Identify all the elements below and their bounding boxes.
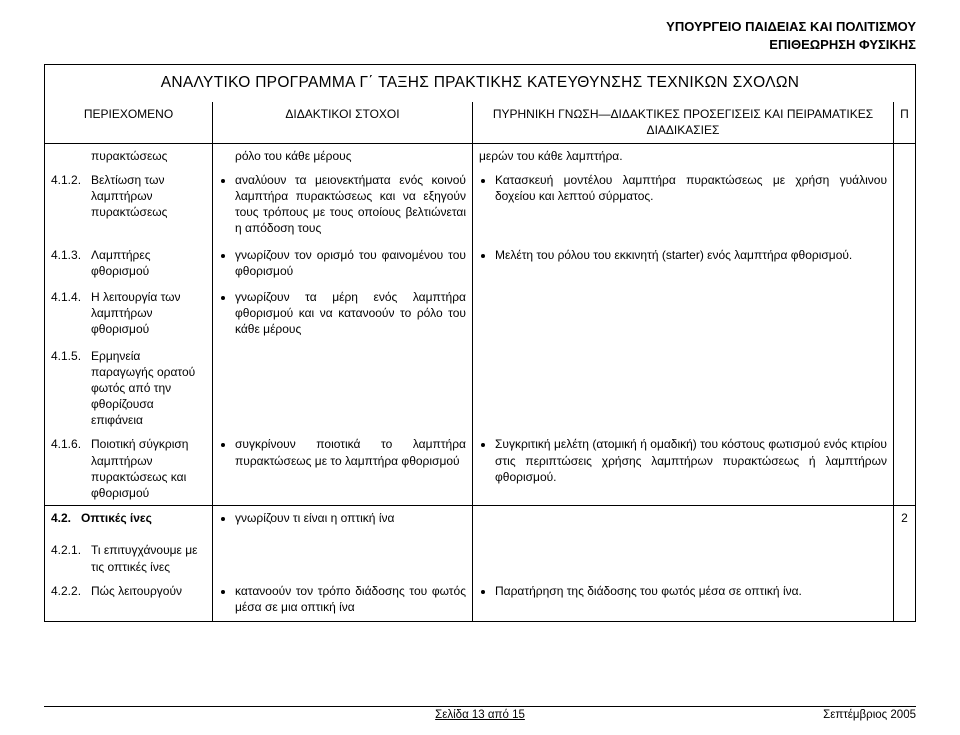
objective: κατανοούν τον τρόπο διάδοσης του φωτός μ… [235, 583, 466, 615]
num: 4.1.4. [51, 289, 91, 338]
col-periods: Π [894, 102, 916, 143]
label: Η λειτουργία των λαμπτήρων φθορισμού [91, 289, 206, 338]
ministry-header: ΥΠΟΥΡΓΕΙΟ ΠΑΙΔΕΙΑΣ ΚΑΙ ΠΟΛΙΤΙΣΜΟΥ ΕΠΙΘΕΩ… [44, 18, 916, 54]
approach: Μελέτη του ρόλου του εκκινητή (starter) … [495, 247, 887, 263]
row-421: 4.2.1. Τι επιτυγχάνουμε με τις οπτικές ί… [45, 532, 916, 578]
num: 4.1.5. [51, 348, 91, 429]
label: Βελτίωση των λαμπτήρων πυρακτώσεως [91, 172, 206, 221]
objective: γνωρίζουν τι είναι η οπτική ίνα [235, 510, 466, 526]
num: 4.2. [51, 511, 71, 525]
label: Λαμπτήρες φθορισμού [91, 247, 206, 279]
page-number: Σελίδα 13 από 15 [44, 709, 916, 721]
cell-c1: πυρακτώσεως [45, 143, 213, 168]
row-416: 4.1.6. Ποιοτική σύγκριση λαμπτήρων πυρακ… [45, 432, 916, 505]
curriculum-table: ΑΝΑΛΥΤΙΚΟ ΠΡΟΓΡΑΜΜΑ Γ΄ ΤΑΞΗΣ ΠΡΑΚΤΙΚΗΣ Κ… [44, 64, 916, 622]
periods: 2 [894, 506, 916, 622]
col-content: ΠΕΡΙΕΧΟΜΕΝΟ [45, 102, 213, 143]
label: Ερμηνεία παραγωγής ορατού φωτός από την … [91, 348, 206, 429]
num: 4.2.1. [51, 542, 91, 574]
label: Ποιοτική σύγκριση λαμπτήρων πυρακτώσεως … [91, 436, 206, 501]
footer: Σελίδα 13 από 15 Σεπτέμβριος 2005 [44, 706, 916, 721]
col-objectives: ΔΙΔΑΚΤΙΚΟΙ ΣΤΟΧΟΙ [213, 102, 473, 143]
row-422: 4.2.2. Πώς λειτουργούν κατανοούν τον τρό… [45, 579, 916, 622]
row-415: 4.1.5. Ερμηνεία παραγωγής ορατού φωτός α… [45, 344, 916, 433]
main-title: ΑΝΑΛΥΤΙΚΟ ΠΡΟΓΡΑΜΜΑ Γ΄ ΤΑΞΗΣ ΠΡΑΚΤΙΚΗΣ Κ… [51, 73, 909, 94]
objective: γνωρίζουν τον ορισμό του φαινομένου του … [235, 247, 466, 279]
num: 4.1.3. [51, 247, 91, 279]
header-line-2: ΕΠΙΘΕΩΡΗΣΗ ΦΥΣΙΚΗΣ [44, 36, 916, 54]
num: 4.2.2. [51, 583, 91, 599]
row-412: 4.1.2. Βελτίωση των λαμπτήρων πυρακτώσεω… [45, 168, 916, 243]
approach: Συγκριτική μελέτη (ατομική ή ομαδική) το… [495, 436, 887, 485]
cell-c3: μερών του κάθε λαμπτήρα. [473, 143, 894, 168]
row-414: 4.1.4. Η λειτουργία των λαμπτήρων φθορισ… [45, 285, 916, 344]
label: Πώς λειτουργούν [91, 583, 206, 599]
row-cont: πυρακτώσεως ρόλο του κάθε μέρους μερών τ… [45, 143, 916, 168]
row-413: 4.1.3. Λαμπτήρες φθορισμού γνωρίζουν τον… [45, 243, 916, 285]
header-row: ΠΕΡΙΕΧΟΜΕΝΟ ΔΙΔΑΚΤΙΚΟΙ ΣΤΟΧΟΙ ΠΥΡΗΝΙΚΗ Γ… [45, 102, 916, 143]
label: Οπτικές ίνες [81, 511, 152, 525]
cell-c4 [894, 143, 916, 506]
cell-c2: ρόλο του κάθε μέρους [213, 143, 473, 168]
objective: αναλύουν τα μειονεκτήματα ενός κοινού λα… [235, 172, 466, 237]
row-42: 4.2. Οπτικές ίνες γνωρίζουν τι είναι η ο… [45, 506, 916, 533]
objective: γνωρίζουν τα μέρη ενός λαμπτήρα φθορισμο… [235, 289, 466, 338]
approach: Παρατήρηση της διάδοσης του φωτός μέσα σ… [495, 583, 887, 599]
objective: συγκρίνουν ποιοτικά το λαμπτήρα πυρακτώσ… [235, 436, 466, 468]
page: ΥΠΟΥΡΓΕΙΟ ΠΑΙΔΕΙΑΣ ΚΑΙ ΠΟΛΙΤΙΣΜΟΥ ΕΠΙΘΕΩ… [0, 0, 960, 622]
num: 4.1.2. [51, 172, 91, 221]
num: 4.1.6. [51, 436, 91, 501]
header-line-1: ΥΠΟΥΡΓΕΙΟ ΠΑΙΔΕΙΑΣ ΚΑΙ ΠΟΛΙΤΙΣΜΟΥ [44, 18, 916, 36]
col-approaches: ΠΥΡΗΝΙΚΗ ΓΝΩΣΗ—ΔΙΔΑΚΤΙΚΕΣ ΠΡΟΣΕΓΙΣΕΙΣ ΚΑ… [473, 102, 894, 143]
title-row: ΑΝΑΛΥΤΙΚΟ ΠΡΟΓΡΑΜΜΑ Γ΄ ΤΑΞΗΣ ΠΡΑΚΤΙΚΗΣ Κ… [45, 65, 916, 102]
label: Τι επιτυγχάνουμε με τις οπτικές ίνες [91, 542, 206, 574]
approach: Κατασκευή μοντέλου λαμπτήρα πυρακτώσεως … [495, 172, 887, 204]
